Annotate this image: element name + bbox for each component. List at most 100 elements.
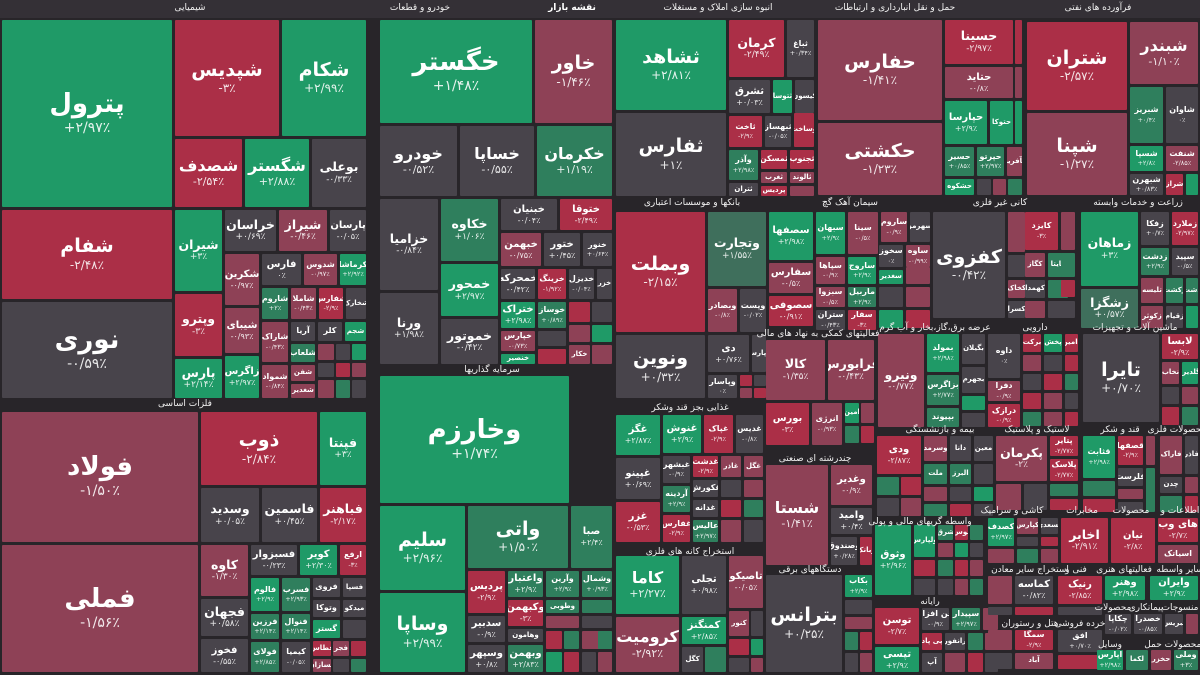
stock-tile[interactable]: بگیلان [962,334,985,364]
stock-tile[interactable]: خپارس -۰/۷۳٪ [501,331,535,351]
stock-tile[interactable]: انرژی -۰/۹۳٪ [812,403,842,445]
stock-tile[interactable]: تپسی +۲/۹٪ [875,647,919,672]
mosaic-tile[interactable] [729,639,749,655]
mosaic-tile[interactable] [1044,355,1062,371]
stock-tile[interactable]: شبریز +۰/۴٪ [1130,87,1163,143]
stock-tile[interactable]: حآفرین [1007,147,1022,176]
stock-tile[interactable]: ثشرق +۰/۰۳٪ [729,80,770,113]
stock-tile[interactable]: کرومیت -۲/۹۲٪ [616,617,679,672]
stock-tile[interactable]: وبملت -۲/۱۵٪ [616,212,705,332]
mosaic-tile[interactable] [906,287,930,307]
stock-tile[interactable]: حکشتی -۱/۲۳٪ [818,123,942,195]
mosaic-tile[interactable] [950,487,971,501]
stock-tile[interactable]: نیان -۲/۸٪ [1111,518,1155,563]
mosaic-tile[interactable] [1186,614,1198,634]
stock-tile[interactable]: غپاک -۲/۹٪ [704,415,733,453]
stock-tile[interactable]: کویر +۲/۳۰٪ [300,545,337,575]
mosaic-tile[interactable] [318,344,334,360]
stock-tile[interactable]: فطاس [313,641,331,656]
stock-tile[interactable]: کاما +۲/۲۷٪ [616,556,679,614]
mosaic-tile[interactable] [1024,484,1047,510]
stock-tile[interactable]: شسپا +۲/۸٪ [1130,146,1163,171]
stock-tile[interactable]: زدشت +۲/۹٪ [1141,248,1169,275]
stock-tile[interactable]: خمحرکه -۰/۴۲٪ [501,269,535,299]
stock-tile[interactable]: شاملا -۰/۴۳٪ [291,288,316,319]
mosaic-tile[interactable] [1058,607,1102,615]
mosaic-tile[interactable] [938,560,953,576]
mosaic-tile[interactable] [705,647,726,672]
stock-tile[interactable]: چکاپا -۰/۰۲٪ [1105,614,1131,634]
stock-tile[interactable]: کلر [318,322,342,341]
mosaic-tile[interactable] [1025,301,1045,318]
stock-tile[interactable]: حفارس -۱/۴۱٪ [818,20,942,120]
mosaic-tile[interactable] [1083,499,1115,512]
stock-tile[interactable]: غدشت -۲/۹٪ [693,456,718,477]
mosaic-tile[interactable] [569,302,590,322]
stock-tile[interactable]: غاذر [721,456,741,477]
stock-tile[interactable]: کخاک [1008,280,1025,298]
stock-tile[interactable]: وشمال +۰/۹۳٪ [582,571,612,597]
stock-tile[interactable]: وسدید +۰/۰۵٪ [201,488,259,542]
stock-tile[interactable]: شلعاب [291,344,315,362]
mosaic-tile[interactable] [988,576,1012,604]
stock-tile[interactable]: توسن -۲/۷٪ [875,608,919,644]
stock-tile[interactable]: غپینو +۰/۶۹٪ [616,458,660,499]
mosaic-tile[interactable] [1061,253,1075,277]
stock-tile[interactable]: غکورش [693,480,718,497]
stock-tile[interactable]: سفارس -۰/۵٪ [769,263,813,293]
mosaic-tile[interactable] [1118,489,1143,499]
stock-tile[interactable]: شتران -۲/۵۷٪ [1027,22,1127,110]
mosaic-tile[interactable] [592,302,612,322]
stock-tile[interactable]: غزر -۰/۵۳٪ [616,502,660,542]
mosaic-tile[interactable] [336,344,350,360]
mosaic-tile[interactable] [1083,481,1115,496]
mosaic-tile[interactable] [1061,212,1075,250]
stock-tile[interactable]: اپارس +۲/۹۸٪ [1097,650,1123,670]
stock-tile[interactable]: پردیس -۲/۹٪ [468,571,505,613]
mosaic-tile[interactable] [740,388,752,398]
mosaic-tile[interactable] [860,632,872,650]
stock-tile[interactable]: ودی -۲/۸۷٪ [877,436,921,474]
stock-tile[interactable]: آباد [1015,653,1053,669]
mosaic-tile[interactable] [751,658,763,672]
stock-tile[interactable]: کصدف +۲/۹۷٪ [988,518,1014,546]
stock-tile[interactable]: رانفور [945,633,965,650]
mosaic-tile[interactable] [1162,407,1179,425]
mosaic-tile[interactable] [977,179,991,195]
stock-tile[interactable]: خنصیر [501,354,535,364]
stock-tile[interactable]: وپترو -۳٪ [175,294,222,356]
mosaic-tile[interactable] [988,549,1014,563]
stock-tile[interactable]: وطوبی [546,600,579,613]
stock-tile[interactable]: سپیدار +۲/۹۷٪ [952,608,980,630]
stock-tile[interactable]: فاذر [1185,436,1198,474]
stock-tile[interactable]: ثتوسا [773,80,792,113]
stock-tile[interactable]: سینا -۰/۵٪ [848,212,878,254]
stock-tile[interactable]: قثابت +۲/۹۸٪ [1083,436,1115,478]
mosaic-tile[interactable] [318,363,334,377]
stock-tile[interactable]: گلدیرا [1182,362,1198,384]
stock-tile[interactable]: فاراک [1160,436,1182,474]
stock-tile[interactable]: سمگا -۲/۹٪ [1015,630,1053,650]
mosaic-tile[interactable] [582,652,596,672]
stock-tile[interactable]: ثالوند [790,172,814,183]
mosaic-tile[interactable] [592,345,612,364]
mosaic-tile[interactable] [988,653,1012,669]
mosaic-tile[interactable] [988,630,1012,650]
stock-tile[interactable]: معین [974,436,993,461]
stock-tile[interactable]: فنوال +۲/۱۴٪ [282,614,310,639]
stock-tile[interactable]: فاسمین +۰/۴۵٪ [262,488,317,542]
stock-tile[interactable]: پترول +۲/۹۷٪ [2,20,172,207]
mosaic-tile[interactable] [318,380,334,398]
stock-tile[interactable]: پلاسک -۲/۷۷٪ [1050,459,1078,481]
stock-tile[interactable]: غگز +۲/۸۷٪ [616,415,660,455]
mosaic-tile[interactable] [1118,502,1143,512]
stock-tile[interactable]: وغدیر -۰/۹٪ [831,465,872,505]
stock-tile[interactable]: شکرین -۰/۹۷٪ [225,254,259,305]
stock-tile[interactable]: شاوان ۰٪ [1166,87,1198,143]
stock-tile[interactable]: بپیوند [927,408,959,427]
stock-tile[interactable]: بجهرم [962,367,985,393]
stock-tile[interactable]: سصفها +۲/۹۸٪ [769,212,813,260]
stock-tile[interactable]: شفن [291,365,315,381]
stock-tile[interactable]: شاراک -۰/۴۳٪ [262,322,288,362]
stock-tile[interactable]: ورنا +۱/۹۸٪ [380,293,438,364]
